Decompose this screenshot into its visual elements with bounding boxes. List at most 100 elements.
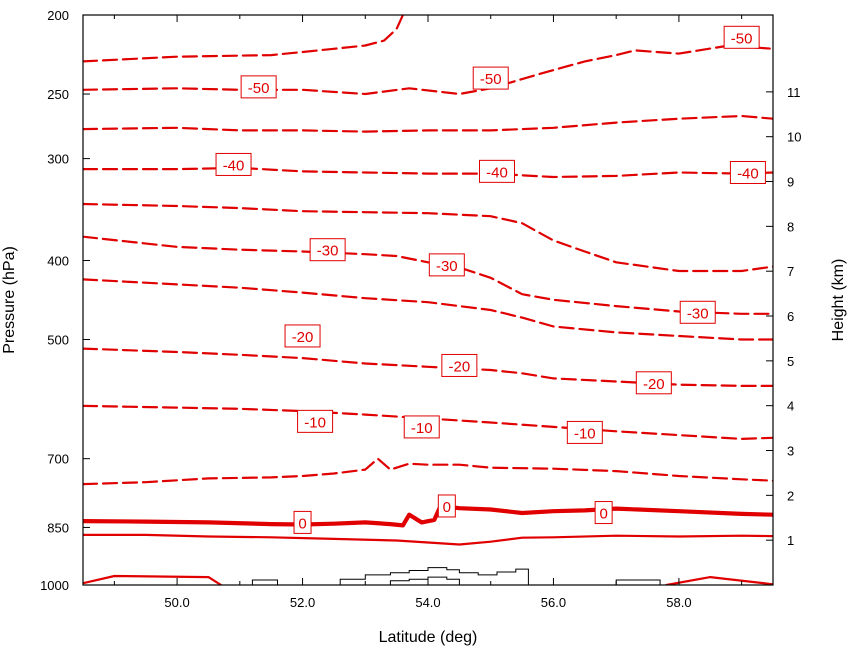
contour-label-box [566, 420, 603, 444]
contour-label: -50 [472, 66, 509, 90]
contour-label: -50 [240, 75, 277, 99]
height-tick-label: 8 [787, 219, 794, 234]
contour-label-text: -40 [737, 165, 759, 182]
contour-label: -20 [635, 371, 672, 395]
pressure-tick-label: 700 [47, 452, 69, 467]
pressure-tick-label: 500 [47, 333, 69, 348]
contour-label-box [437, 494, 456, 518]
contour-line [83, 457, 773, 486]
contour-label-box [309, 238, 346, 262]
contour-label: -30 [679, 300, 716, 324]
contour-label-box [428, 253, 465, 277]
contour-label-text: -10 [411, 420, 433, 437]
contour-label-text: -20 [292, 329, 314, 346]
contour-label-box [472, 66, 509, 90]
x-tick-label: 58.0 [666, 595, 691, 610]
contour-label: -40 [215, 152, 252, 176]
contour-label: -10 [566, 420, 603, 444]
x-tick-label: 54.0 [415, 595, 440, 610]
contour-label-text: -50 [480, 71, 502, 88]
pressure-axis: 200 250 300 400 500 700 850 1000 [40, 8, 90, 593]
contour-labels: -50 -50 -50 -40 -40 -40 -30 -30 -30 -20 -20 -20 -10 -… [215, 25, 766, 534]
height-tick-label: 5 [787, 354, 794, 369]
contour-label: -30 [309, 238, 346, 262]
contour-line [83, 114, 773, 133]
contour-label-box [635, 371, 672, 395]
pressure-tick-label: 200 [47, 8, 69, 23]
contour-label: -20 [441, 353, 478, 377]
contour-label-box [297, 409, 334, 433]
contour-label: -10 [403, 415, 440, 439]
contour-label-text: 0 [599, 506, 607, 523]
x-tick-label: 50.0 [164, 595, 189, 610]
contour-label: 0 [293, 510, 312, 534]
contour-label-text: -30 [317, 243, 339, 260]
contour-label: -40 [479, 159, 515, 183]
contour-line [83, 347, 773, 387]
contour-label-text: -20 [449, 358, 471, 375]
plot-area: -50 -50 -50 -40 -40 -40 -30 -30 -30 -20 -20 -20 -10 -… [83, 15, 773, 585]
contour-label: -40 [729, 160, 766, 184]
pressure-tick-label: 250 [47, 87, 69, 102]
contour-label-text: -50 [731, 30, 753, 47]
x-tick-label: 52.0 [290, 595, 315, 610]
contour-line [665, 575, 773, 585]
contour-label-box [729, 160, 766, 184]
contour-line [83, 404, 773, 440]
contour-line [83, 15, 404, 63]
contour-label-text: -10 [574, 425, 596, 442]
pressure-tick-label: 300 [47, 152, 69, 167]
x-axis-title: Latitude (deg) [379, 629, 478, 646]
pressure-tick-label: 1000 [40, 578, 69, 593]
contour-label-box [284, 324, 321, 348]
contour-label-text: 0 [443, 499, 451, 516]
y-axis-right-title: Height (km) [830, 259, 847, 342]
contour-label-box [240, 75, 277, 99]
contour-label-text: 0 [298, 515, 306, 532]
height-tick-label: 1 [787, 533, 794, 548]
contour-label-box [215, 152, 252, 176]
contour-line [83, 235, 773, 315]
contour-label-box [441, 353, 478, 377]
height-tick-label: 6 [787, 309, 794, 324]
contour-label-text: -40 [223, 157, 245, 174]
height-tick-label: 2 [787, 488, 794, 503]
height-axis: 1 2 3 4 5 6 7 8 9 10 11 [766, 85, 801, 548]
contour-label-box [479, 159, 515, 183]
x-tick-label: 56.0 [541, 595, 566, 610]
terrain-step-line [339, 567, 529, 585]
contour-label: -20 [284, 324, 321, 348]
contour-line [83, 278, 773, 341]
contour-label: -30 [428, 253, 465, 277]
contour-label-text: -20 [643, 376, 665, 393]
contour-label-box [403, 415, 440, 439]
contour-label-text: -30 [436, 258, 458, 275]
contour-label-box [594, 501, 613, 525]
contour-label-box [723, 25, 760, 49]
contour-label-box [293, 510, 312, 534]
pressure-tick-label: 400 [47, 253, 69, 268]
height-tick-label: 4 [787, 399, 794, 414]
contour-label: -50 [723, 25, 760, 49]
x-axis: 50.0 52.0 54.0 56.0 58.0 [113, 15, 743, 610]
contour-label-text: -40 [486, 164, 508, 181]
contour-label-box [679, 300, 716, 324]
pressure-tick-label: 850 [47, 520, 69, 535]
contour-label-text: -50 [248, 80, 270, 97]
contour-label: 0 [437, 494, 456, 518]
height-tick-label: 3 [787, 444, 794, 459]
height-tick-label: 10 [787, 130, 801, 145]
height-tick-label: 7 [787, 264, 794, 279]
contour-line [83, 533, 773, 546]
contour-label-text: -10 [304, 414, 326, 431]
y-axis-left-title: Pressure (hPa) [1, 246, 18, 354]
height-tick-label: 9 [787, 175, 794, 190]
contour-label: -10 [297, 409, 334, 433]
contour-label-text: -30 [687, 305, 709, 322]
height-tick-label: 11 [787, 85, 801, 100]
contour-line [83, 202, 773, 273]
contour-line [83, 574, 223, 585]
contour-label: 0 [594, 501, 613, 525]
